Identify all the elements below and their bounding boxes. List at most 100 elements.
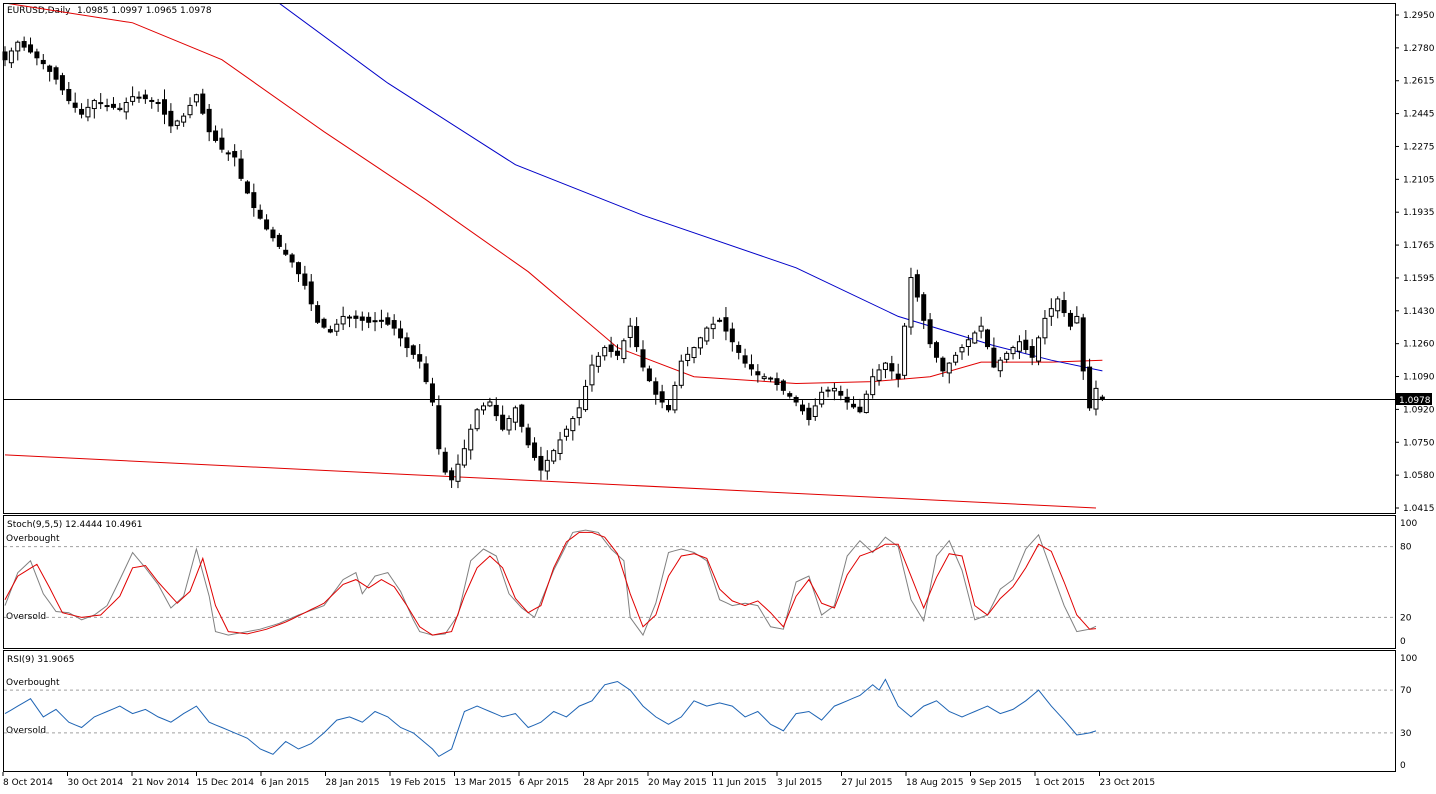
candle <box>1042 310 1048 345</box>
candle <box>557 431 563 461</box>
candle-body <box>646 368 652 382</box>
candle-body <box>538 455 544 471</box>
candle-body <box>965 339 971 348</box>
candle-body <box>1016 341 1022 352</box>
candle <box>85 98 91 122</box>
candle <box>787 391 793 399</box>
candle-body <box>953 354 959 363</box>
candle <box>1080 313 1086 380</box>
rsi-line <box>4 678 1097 758</box>
stoch-tick-label: 0 <box>1400 637 1406 647</box>
candle-body <box>429 383 435 403</box>
candle <box>1087 358 1093 411</box>
candle <box>155 98 161 112</box>
time-tick-label: 20 May 2015 <box>648 778 707 788</box>
candle <box>678 354 684 389</box>
candle <box>66 81 72 105</box>
candle-body <box>997 359 1003 372</box>
candle <box>40 54 46 70</box>
candle <box>34 48 40 66</box>
price-tick-label: 1.0580 <box>1403 471 1435 481</box>
candle-body <box>66 88 72 102</box>
stoch-lines <box>4 529 1395 637</box>
candle-body <box>353 315 359 319</box>
candle <box>780 379 786 395</box>
candle <box>748 354 754 376</box>
candle <box>315 301 321 324</box>
candle-body <box>621 340 627 360</box>
price-tick-label: 1.0415 <box>1403 504 1435 514</box>
candle-body <box>806 407 812 421</box>
candle-body <box>366 316 372 323</box>
candle-body <box>79 108 85 115</box>
candle-body <box>40 59 46 65</box>
candle <box>985 328 991 350</box>
candle-body <box>481 405 486 411</box>
candle-body <box>468 428 474 451</box>
candle-body <box>136 96 142 99</box>
candle-body <box>532 442 538 458</box>
price-axis: 1.2950 1.2780 1.2615 1.2445 1.2275 1.2105 1.19… <box>1395 11 1435 514</box>
candle <box>704 326 710 345</box>
candle <box>410 344 416 359</box>
candle <box>659 384 665 409</box>
candle <box>544 450 550 480</box>
candle <box>353 310 359 329</box>
candle <box>991 337 997 369</box>
candle <box>927 313 933 348</box>
candle-body <box>270 229 276 239</box>
candle <box>876 364 882 386</box>
candle-body <box>168 110 174 127</box>
rsi-panel: RSI(9) 31.9065 Overbought Oversold <box>3 650 1396 772</box>
candle <box>570 416 576 441</box>
stoch-tick-label: 80 <box>1400 543 1412 553</box>
candle-body <box>1023 339 1029 351</box>
time-tick-label: 23 Oct 2015 <box>1100 778 1156 788</box>
candle-body <box>385 317 391 325</box>
candle <box>283 243 289 257</box>
candle-body <box>672 384 678 411</box>
candle-body <box>187 104 193 116</box>
candle-body <box>1055 298 1061 312</box>
candle-body <box>666 404 672 411</box>
candle <box>902 322 908 380</box>
stoch-label: Stoch(9,5,5) 12.4444 10.4961 <box>7 520 142 530</box>
candle-body <box>678 360 684 386</box>
candle-body <box>768 377 774 380</box>
candle <box>372 312 378 332</box>
rsi-tick-label: 30 <box>1400 729 1412 739</box>
candle <box>953 351 959 366</box>
candle-body <box>870 376 876 396</box>
candle <box>831 382 837 401</box>
candle <box>895 363 901 388</box>
candle-body <box>1029 346 1035 358</box>
candle-body <box>710 323 716 330</box>
stoch-signal-line <box>4 531 1097 636</box>
candle <box>257 204 263 220</box>
candle-body <box>863 393 869 414</box>
candle-body <box>882 362 888 371</box>
candle <box>123 97 129 120</box>
candle <box>576 399 582 426</box>
candle-body <box>372 320 378 323</box>
candle <box>302 265 308 290</box>
candle <box>519 403 525 433</box>
candle <box>168 103 174 134</box>
symbol-label: EURUSD,Daily <box>7 6 71 16</box>
candle-body <box>583 385 589 411</box>
candle <box>723 307 729 341</box>
candle-body <box>283 249 289 255</box>
candle <box>47 64 53 82</box>
candle <box>666 400 672 413</box>
candle <box>276 233 282 250</box>
price-tick-label: 1.1935 <box>1403 208 1435 218</box>
candle <box>736 341 742 360</box>
candle <box>921 292 927 330</box>
candle-body <box>691 347 697 359</box>
stoch-panel: Stoch(9,5,5) 12.4444 10.4961 Overbought … <box>3 515 1396 649</box>
candle <box>640 340 646 372</box>
candle-body <box>110 103 116 108</box>
candle-body <box>436 405 442 450</box>
candle-body <box>123 102 129 113</box>
candle-body <box>91 100 97 110</box>
